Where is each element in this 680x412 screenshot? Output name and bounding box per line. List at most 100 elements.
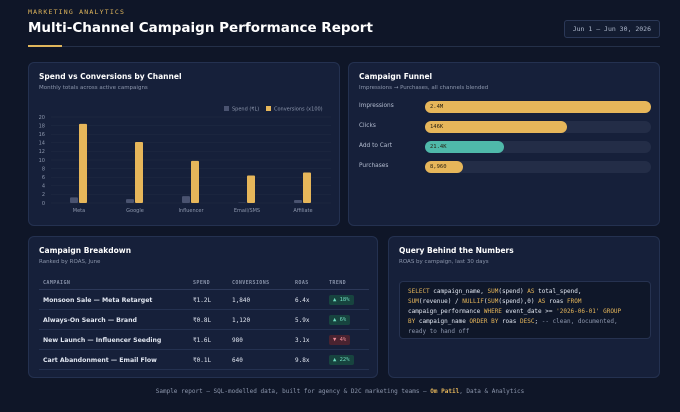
y-tick-label: 10 bbox=[39, 158, 45, 164]
bar-conversions-2[interactable] bbox=[191, 160, 199, 203]
sql-token: (spend),0) bbox=[498, 298, 539, 305]
bar-spend-1[interactable] bbox=[126, 199, 134, 203]
sql-token: SUM bbox=[487, 288, 499, 295]
funnel-track: 146K bbox=[425, 121, 651, 133]
x-tick-label: Influencer bbox=[178, 208, 204, 214]
cell-conversions: 1,840 bbox=[232, 297, 251, 304]
sql-token: ; bbox=[534, 318, 539, 325]
sql-token: roas bbox=[498, 318, 521, 325]
sql-token: GROUP bbox=[603, 308, 622, 315]
legend-label-0: Spend (₹L) bbox=[232, 107, 259, 113]
chart-legend: Spend (₹L) Conversions (x100) bbox=[224, 106, 323, 113]
page-title: Multi-Channel Campaign Performance Repor… bbox=[28, 20, 373, 36]
header-spend: SPEND bbox=[193, 280, 211, 286]
campaign-funnel-panel: Campaign Funnel Impressions → Purchases,… bbox=[348, 62, 660, 226]
header-campaign: CAMPAIGN bbox=[43, 280, 71, 286]
bar-conversions-1[interactable] bbox=[135, 141, 143, 203]
y-tick-label: 12 bbox=[39, 149, 45, 155]
sql-line: SELECT campaign_name, SUM(spend) AS tota… bbox=[408, 288, 581, 295]
header-conversions: CONVERSIONS bbox=[232, 280, 270, 286]
sql-line: ready to hand off bbox=[408, 328, 469, 335]
sql-token: BY bbox=[408, 318, 416, 325]
sql-line: campaign_performance WHERE event_date >=… bbox=[408, 308, 621, 315]
sql-token: campaign_name, bbox=[429, 288, 488, 295]
y-tick-label: 20 bbox=[39, 115, 45, 121]
bar-conversions-4[interactable] bbox=[303, 172, 311, 203]
funnel-bar: 8,960 bbox=[425, 161, 464, 173]
funnel-bar: 21.4K bbox=[425, 141, 505, 153]
table-row[interactable]: Cart Abandonment — Email Flow ₹0.1L 640 9.8… bbox=[39, 351, 369, 370]
legend-label-1: Conversions (x100) bbox=[274, 107, 323, 113]
table-row[interactable]: Always-On Search — Brand ₹0.8L 1,120 5.9x ▲ … bbox=[39, 311, 369, 330]
sql-token: NULLIF bbox=[462, 298, 484, 305]
cell-roas: 6.4x bbox=[295, 297, 310, 304]
y-tick-label: 16 bbox=[39, 132, 45, 138]
sql-token: -- clean, documented, bbox=[538, 318, 618, 325]
y-tick-label: 18 bbox=[39, 123, 45, 129]
sql-token: campaign_name bbox=[415, 318, 470, 325]
bar-spend-4[interactable] bbox=[294, 199, 302, 203]
cell-conversions: 1,120 bbox=[232, 317, 251, 324]
sql-token: SUM bbox=[408, 298, 419, 305]
sql-code-block[interactable]: SELECT campaign_name, SUM(spend) AS tota… bbox=[399, 281, 651, 339]
cell-spend: ₹1.2L bbox=[193, 297, 212, 304]
sql-token: campaign_performance bbox=[408, 308, 484, 315]
y-tick-label: 14 bbox=[39, 141, 45, 147]
x-tick-label: Google bbox=[126, 208, 144, 214]
query-panel: Query Behind the Numbers ROAS by campaig… bbox=[388, 236, 660, 378]
chart-panel-subtitle: Monthly totals across active campaigns bbox=[39, 85, 148, 91]
x-tick-label: Email/SMS bbox=[234, 208, 260, 214]
date-range-pill[interactable]: Jun 1 – Jun 30, 2026 bbox=[563, 20, 660, 38]
sql-token: AS bbox=[538, 298, 546, 305]
cell-campaign: Monsoon Sale — Meta Retarget bbox=[43, 297, 153, 304]
sql-line: SUM(revenue) / NULLIF(SUM(spend),0) AS r… bbox=[408, 298, 581, 305]
sql-token: event_date >= bbox=[501, 308, 557, 315]
sql-token: (spend) bbox=[498, 288, 528, 295]
bar-spend-0[interactable] bbox=[70, 197, 78, 203]
y-tick-label: 2 bbox=[42, 192, 45, 198]
sql-line: BY campaign_name ORDER BY roas DESC; -- … bbox=[408, 318, 618, 325]
cell-spend: ₹1.6L bbox=[193, 337, 212, 344]
sql-token: roas bbox=[545, 298, 568, 305]
table-subtitle: Ranked by ROAS, June bbox=[39, 259, 101, 265]
trend-badge: ▲ 22% bbox=[329, 355, 354, 365]
bar-conversions-0[interactable] bbox=[79, 123, 87, 203]
sql-token: FROM bbox=[567, 298, 582, 305]
table-row[interactable]: Monsoon Sale — Meta Retarget ₹1.2L 1,840 6.… bbox=[39, 291, 369, 310]
funnel-stage[interactable]: Clicks 146K bbox=[359, 121, 651, 133]
footer-prefix: Sample report — SQL-modelled data, built… bbox=[155, 388, 431, 395]
funnel-stage[interactable]: Purchases 8,960 bbox=[359, 161, 651, 173]
sql-token: SELECT bbox=[408, 288, 430, 295]
funnel-stage[interactable]: Impressions 2.4M bbox=[359, 101, 651, 113]
campaign-breakdown-panel: Campaign Breakdown Ranked by ROAS, June … bbox=[28, 236, 378, 378]
cell-campaign: New Launch — Influencer Seeding bbox=[43, 337, 162, 344]
funnel-value: 21.4K bbox=[430, 143, 447, 150]
title-accent-rule bbox=[28, 45, 62, 47]
sql-token: ORDER BY bbox=[469, 318, 499, 325]
funnel-stage-label: Clicks bbox=[359, 123, 376, 129]
header-trend: TREND bbox=[329, 280, 347, 286]
footer-author[interactable]: Om Patil bbox=[430, 388, 460, 395]
chart-panel-title: Spend vs Conversions by Channel bbox=[39, 72, 182, 81]
cell-roas: 3.1x bbox=[295, 337, 310, 344]
bar-conversions-3[interactable] bbox=[247, 175, 255, 203]
cell-conversions: 640 bbox=[232, 357, 243, 364]
table-title: Campaign Breakdown bbox=[39, 246, 132, 255]
sql-token: DESC bbox=[520, 318, 535, 325]
trend-badge: ▲ 6% bbox=[329, 315, 351, 325]
funnel-stage[interactable]: Add to Cart 21.4K bbox=[359, 141, 651, 153]
table-row[interactable]: New Launch — Influencer Seeding ₹1.6L 980 3… bbox=[39, 331, 369, 350]
funnel-track: 2.4M bbox=[425, 101, 651, 113]
sql-subtitle: ROAS by campaign, last 30 days bbox=[399, 259, 489, 265]
bar-spend-2[interactable] bbox=[182, 196, 190, 203]
y-tick-label: 8 bbox=[42, 166, 45, 172]
cell-roas: 9.8x bbox=[295, 357, 310, 364]
funnel-subtitle: Impressions → Purchases, all channels bl… bbox=[359, 85, 489, 91]
funnel-title: Campaign Funnel bbox=[359, 72, 433, 81]
funnel-value: 2.4M bbox=[430, 103, 444, 110]
y-tick-label: 6 bbox=[42, 175, 45, 181]
funnel-track: 8,960 bbox=[425, 161, 651, 173]
cell-spend: ₹0.1L bbox=[193, 357, 212, 364]
cell-spend: ₹0.8L bbox=[193, 317, 212, 324]
sql-token: WHERE bbox=[483, 308, 502, 315]
